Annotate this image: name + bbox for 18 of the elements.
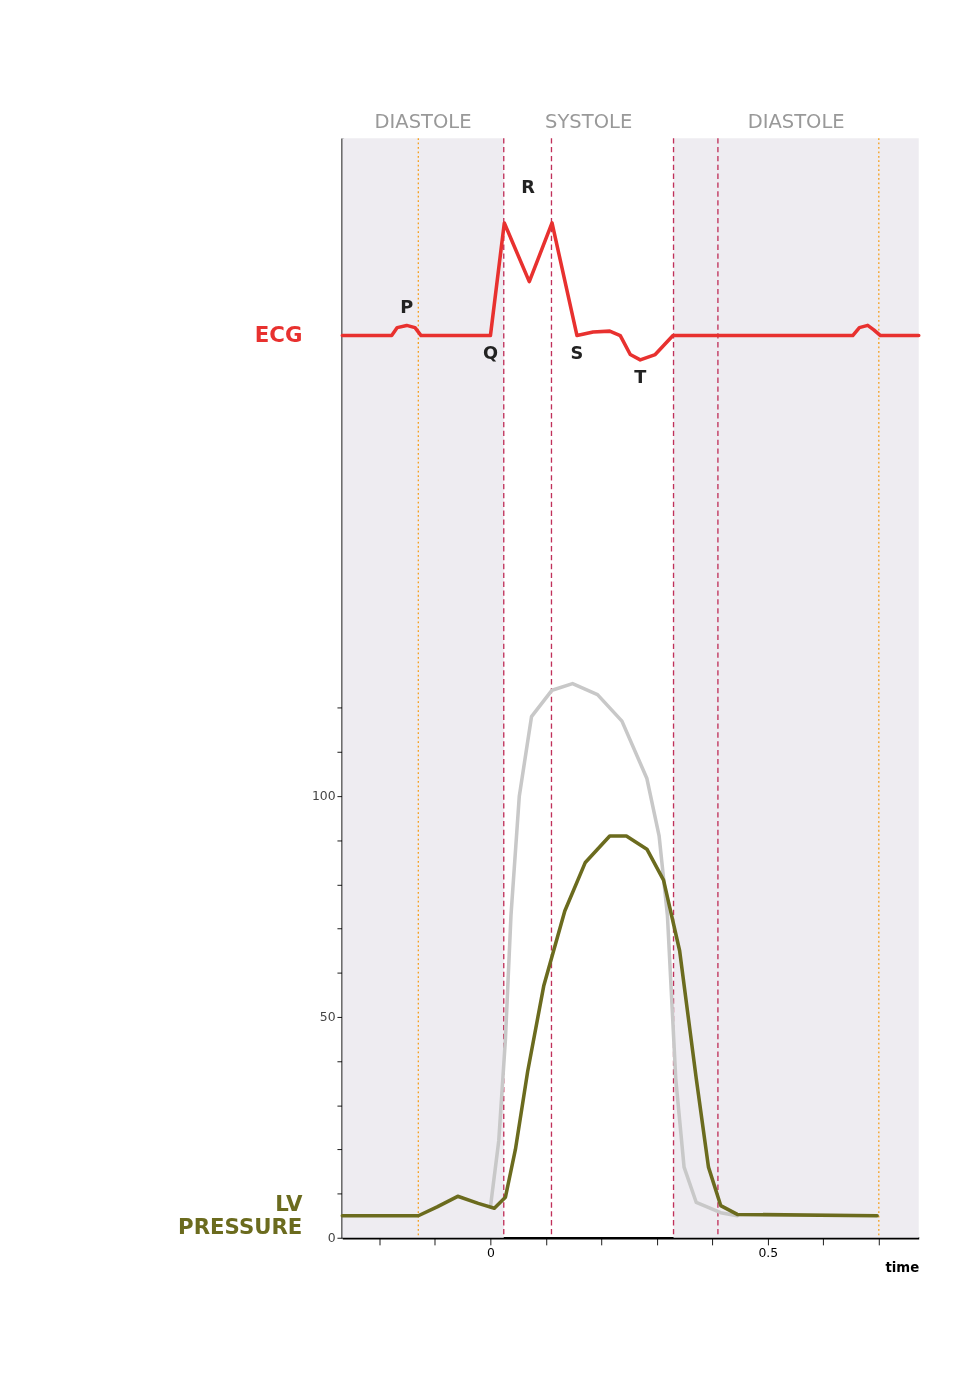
x-axis-title: time bbox=[885, 1259, 920, 1275]
line-series bbox=[488, 681, 740, 1218]
band-label: DIASTOLE bbox=[374, 110, 472, 134]
annotation: Q bbox=[482, 342, 498, 363]
series-label: ECG bbox=[254, 321, 303, 347]
series-label: LV PRESSURE bbox=[178, 1191, 303, 1240]
annotation: T bbox=[634, 366, 647, 387]
x-tick-label: 0.5 bbox=[758, 1244, 779, 1260]
text: SYSTOLE bbox=[545, 110, 633, 134]
annotation: R bbox=[521, 176, 536, 197]
line-series bbox=[340, 834, 879, 1218]
y-tick-label: 50 bbox=[319, 1008, 336, 1024]
band-label: DIASTOLE bbox=[747, 110, 845, 134]
y-tick-label: 0 bbox=[327, 1229, 336, 1245]
annotation: P bbox=[400, 296, 414, 317]
line-series bbox=[340, 221, 921, 362]
y-tick-label: 100 bbox=[311, 788, 336, 804]
annotation: S bbox=[570, 342, 584, 363]
